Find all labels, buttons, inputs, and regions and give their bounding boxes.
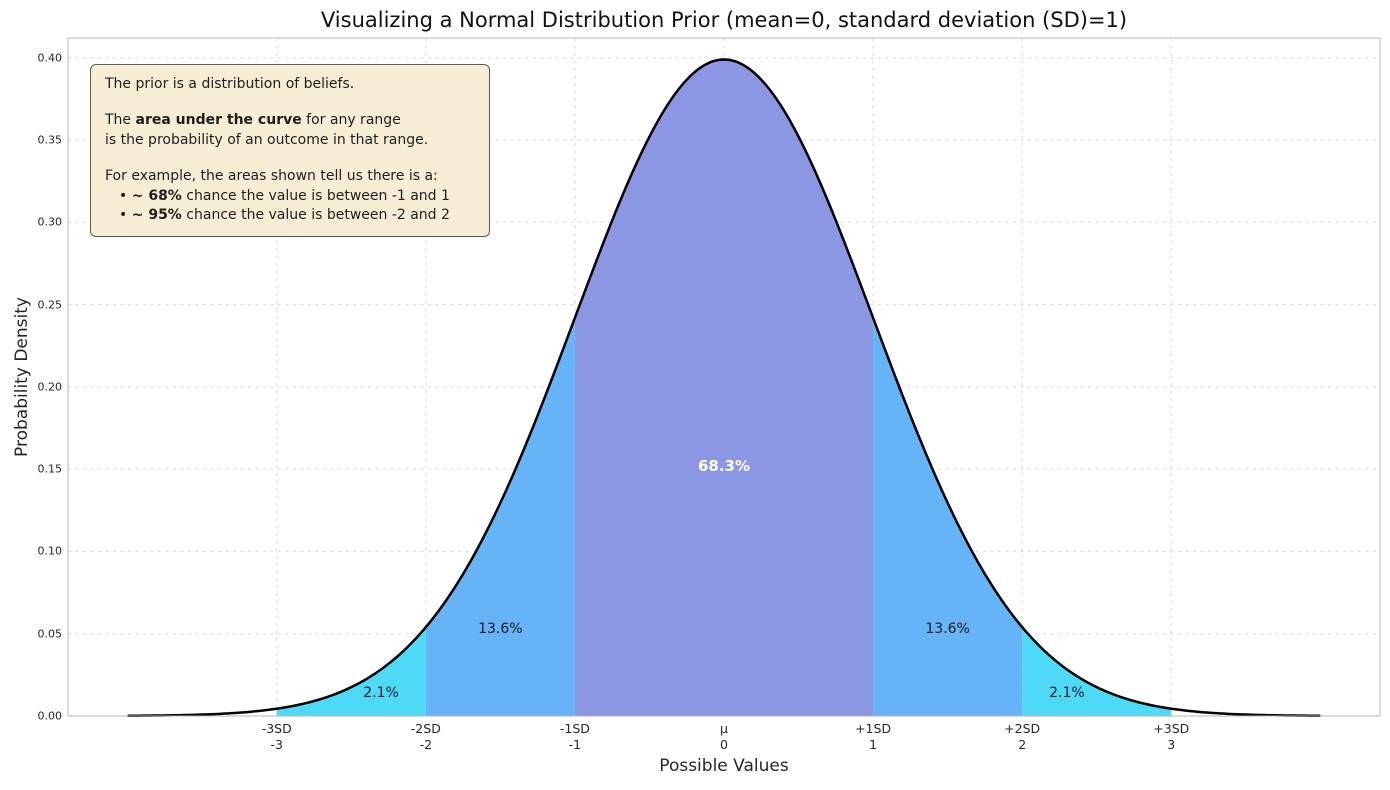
annotation-line-2-post: for any range: [301, 111, 401, 128]
x-tick-value-label: 2: [1018, 736, 1027, 752]
bullet-icon: •: [119, 207, 128, 224]
x-axis-label: Possible Values: [659, 756, 789, 776]
annotation-line-3: is the probability of an outcome in that…: [105, 131, 429, 148]
x-tick-value-label: 0: [720, 736, 728, 752]
y-tick-label: 0.10: [37, 544, 63, 558]
density-curve: [127, 58, 1321, 718]
region-label: 68.3%: [697, 456, 751, 475]
bullet-icon: •: [119, 187, 128, 204]
x-tick-value-label: -3: [270, 736, 283, 752]
region-fill: [276, 627, 426, 716]
x-tick-value-label: 3: [1167, 736, 1176, 752]
annotation-paragraph-2: The area under the curve for any range i…: [105, 111, 475, 151]
region-label: 13.6%: [925, 620, 970, 637]
x-tick-sd-label: -3SD: [261, 721, 292, 736]
x-tick-label: +2SD 2: [1004, 721, 1040, 752]
x-tick-value-label: 1: [869, 736, 878, 752]
x-tick-value-label: -2: [419, 736, 433, 752]
x-tick-sd-label: -1SD: [559, 721, 590, 736]
y-axis-label: Probability Density: [12, 297, 32, 457]
y-tick-label: 0.05: [37, 627, 63, 641]
x-tick-label: +3SD 3: [1153, 721, 1189, 752]
annotation-bullet-2: • ~ 95% chance the value is between -2 a…: [105, 206, 475, 226]
annotation-line-4: For example, the areas shown tell us the…: [105, 167, 438, 184]
x-tick-value-label: -1: [568, 736, 582, 752]
annotation-box: The prior is a distribution of beliefs. …: [90, 64, 490, 238]
region-label: 2.1%: [363, 684, 399, 701]
bullet-1-text: chance the value is between -1 and 1: [181, 187, 450, 204]
x-tick-sd-label: +3SD: [1153, 721, 1190, 736]
x-tick-sd-label: +1SD: [855, 721, 892, 736]
region-fill: [1022, 627, 1172, 716]
chart-title: Visualizing a Normal Distribution Prior …: [320, 8, 1128, 32]
bullet-2-bold: ~ 95%: [131, 207, 182, 224]
x-tick-sd-label: +2SD: [1004, 721, 1041, 736]
annotation-paragraph-3: For example, the areas shown tell us the…: [105, 167, 475, 227]
annotation-paragraph-1: The prior is a distribution of beliefs.: [105, 75, 475, 95]
y-tick-label: 0.25: [37, 298, 63, 312]
bullet-1-bold: ~ 68%: [131, 187, 182, 204]
annotation-bullet-1: • ~ 68% chance the value is between -1 a…: [105, 187, 475, 207]
bullet-2-text: chance the value is between -2 and 2: [181, 207, 450, 224]
y-tick-label: 0.35: [37, 133, 63, 147]
plot-frame: [67, 37, 1381, 717]
x-tick-label: -2SD -2: [411, 721, 441, 752]
x-tick-label: +1SD 1: [855, 721, 891, 752]
x-tick-label: -3SD -3: [262, 721, 292, 752]
y-tick-label: 0.15: [37, 462, 63, 476]
annotation-line-2-pre: The: [105, 111, 136, 128]
x-tick-sd-label: μ: [720, 721, 728, 736]
region-label: 13.6%: [478, 620, 523, 637]
x-tick-sd-label: -2SD: [410, 721, 441, 736]
annotation-line-1: The prior is a distribution of beliefs.: [105, 76, 355, 92]
region-fill: [574, 59, 874, 717]
x-tick-label: -1SD -1: [560, 721, 590, 752]
y-tick-label: 0.40: [37, 51, 63, 65]
y-tick-label: 0.00: [37, 709, 63, 723]
y-tick-label: 0.30: [37, 215, 63, 229]
annotation-line-2-bold: area under the curve: [135, 111, 302, 128]
y-tick-label: 0.20: [37, 380, 63, 394]
region-label: 2.1%: [1049, 684, 1085, 701]
